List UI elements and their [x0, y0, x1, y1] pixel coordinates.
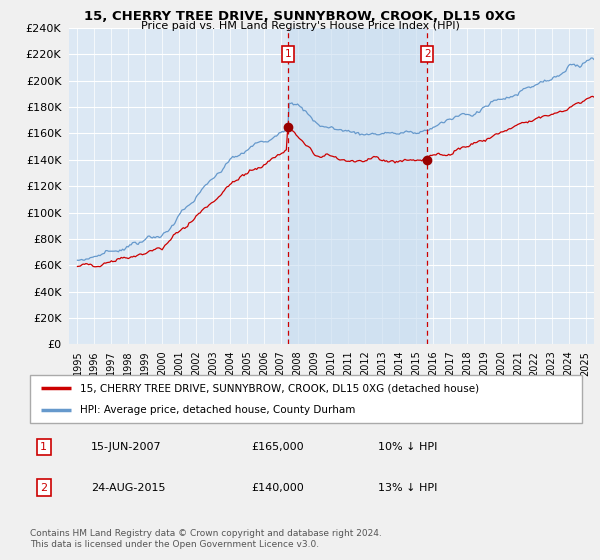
Text: 13% ↓ HPI: 13% ↓ HPI	[378, 483, 437, 493]
Text: 15-JUN-2007: 15-JUN-2007	[91, 442, 161, 452]
Text: £165,000: £165,000	[251, 442, 304, 452]
Text: 2: 2	[40, 483, 47, 493]
Text: Contains HM Land Registry data © Crown copyright and database right 2024.
This d: Contains HM Land Registry data © Crown c…	[30, 529, 382, 549]
Text: 15, CHERRY TREE DRIVE, SUNNYBROW, CROOK, DL15 0XG (detached house): 15, CHERRY TREE DRIVE, SUNNYBROW, CROOK,…	[80, 383, 479, 393]
Text: 15, CHERRY TREE DRIVE, SUNNYBROW, CROOK, DL15 0XG: 15, CHERRY TREE DRIVE, SUNNYBROW, CROOK,…	[84, 10, 516, 22]
Text: £140,000: £140,000	[251, 483, 304, 493]
Text: 10% ↓ HPI: 10% ↓ HPI	[378, 442, 437, 452]
Text: Price paid vs. HM Land Registry's House Price Index (HPI): Price paid vs. HM Land Registry's House …	[140, 21, 460, 31]
Text: 2: 2	[424, 49, 430, 59]
Text: 24-AUG-2015: 24-AUG-2015	[91, 483, 165, 493]
Text: 1: 1	[285, 49, 292, 59]
Bar	[289, 28, 427, 344]
FancyBboxPatch shape	[30, 375, 582, 423]
Text: HPI: Average price, detached house, County Durham: HPI: Average price, detached house, Coun…	[80, 405, 355, 415]
Text: 1: 1	[40, 442, 47, 452]
